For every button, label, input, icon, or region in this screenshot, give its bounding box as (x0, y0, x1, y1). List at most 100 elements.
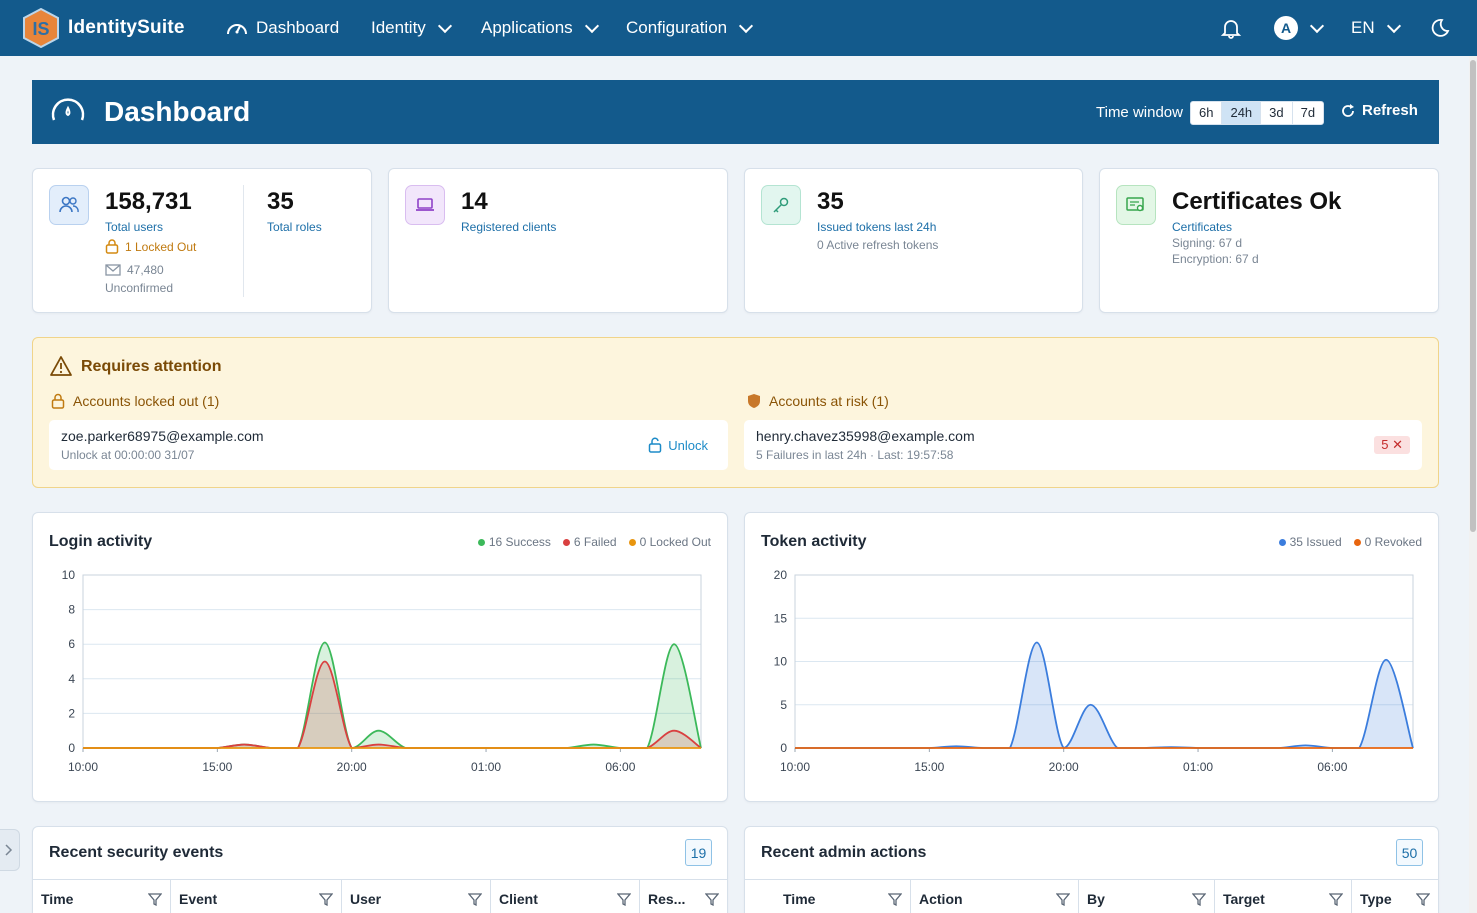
locked-account-email[interactable]: zoe.parker68975@example.com (61, 428, 264, 444)
requires-attention-panel: Requires attention Accounts locked out (… (32, 337, 1439, 488)
filter-icon[interactable] (1416, 892, 1430, 906)
filter-icon[interactable] (148, 892, 162, 906)
column-user[interactable]: User (342, 880, 491, 913)
legend-failed[interactable]: 6 Failed (562, 535, 617, 549)
column-event[interactable]: Event (171, 880, 342, 913)
risk-account-email[interactable]: henry.chavez35998@example.com (756, 428, 975, 444)
identitysuite-logo[interactable]: IS (22, 8, 60, 48)
scrollbar-thumb[interactable] (1470, 60, 1476, 532)
y-tick-label: 10 (62, 568, 76, 582)
language-label: EN (1351, 18, 1375, 37)
filter-icon[interactable] (1192, 892, 1206, 906)
token-activity-card: 0 5 10 15 20 10:00 15:00 20:00 01:00 06:00 Token … (744, 512, 1439, 802)
x-tick-label: 01:00 (1183, 760, 1213, 774)
language-selector[interactable]: EN (1351, 18, 1401, 38)
filter-icon[interactable] (705, 892, 719, 906)
filter-icon[interactable] (888, 892, 902, 906)
column-action[interactable]: Action (911, 880, 1079, 913)
nav-identity-label: Identity (371, 18, 426, 37)
column-time[interactable]: Time (33, 880, 171, 913)
svg-text:IS: IS (32, 19, 49, 39)
series-area-issued (795, 642, 1413, 748)
unlock-label: Unlock (668, 437, 708, 453)
total-roles-label: Total roles (267, 220, 322, 234)
token-activity-title: Token activity (761, 533, 867, 550)
signing-expiry: Signing: 67 d (1172, 236, 1243, 250)
shield-icon (748, 394, 760, 408)
certificate-icon (1116, 185, 1156, 225)
unlock-button[interactable]: Unlock (648, 437, 708, 453)
locked-out-indicator[interactable]: 1 Locked Out (105, 239, 196, 254)
column-type[interactable]: Type (1352, 880, 1438, 913)
column-target[interactable]: Target (1215, 880, 1352, 913)
risk-account-row: henry.chavez35998@example.com 5 Failures… (744, 420, 1422, 470)
time-window-7d[interactable]: 7d (1300, 105, 1316, 120)
total-users-label: Total users (105, 220, 164, 234)
chevron-down-icon (584, 18, 599, 33)
login-activity-chart: 0 2 4 6 8 10 10:00 15:00 20:00 01:00 06:00 (62, 568, 702, 774)
x-tick-label: 06:00 (605, 760, 635, 774)
envelope-icon (105, 264, 121, 276)
time-window-3d[interactable]: 3d (1261, 102, 1293, 124)
certificates-label: Certificates (1172, 220, 1233, 234)
refresh-button[interactable]: Refresh (1340, 102, 1418, 119)
x-tick-label: 10:00 (780, 760, 810, 774)
column-time[interactable]: Time (745, 880, 911, 913)
x-tick-label: 01:00 (471, 760, 501, 774)
gauge-icon (51, 98, 85, 121)
nav-dashboard-label: Dashboard (256, 18, 340, 37)
certificates-card: Certificates Ok Certificates Signing: 67… (1099, 168, 1439, 313)
security-events-header: Time Event User Client Res... (33, 879, 727, 913)
sidebar-expand-toggle[interactable] (0, 829, 20, 871)
y-tick-label: 8 (68, 603, 75, 617)
y-tick-label: 15 (774, 611, 788, 625)
filter-icon[interactable] (617, 892, 631, 906)
security-events-title: Recent security events (49, 844, 224, 861)
avatar: A (1274, 16, 1298, 40)
chevron-down-icon (1386, 18, 1401, 33)
user-menu[interactable]: A (1274, 16, 1325, 40)
at-risk-heading-label: Accounts at risk (1) (769, 393, 889, 409)
bell-icon[interactable] (1220, 17, 1242, 39)
series-area-failed (83, 661, 701, 748)
security-events-card: Recent security events 19 Time Event Use… (32, 826, 728, 913)
y-tick-label: 5 (780, 698, 787, 712)
legend-success[interactable]: 16 Success (477, 535, 551, 549)
legend-issued[interactable]: 35 Issued (1278, 535, 1342, 549)
time-window-6h[interactable]: 6h (1191, 102, 1223, 124)
time-window-24h[interactable]: 24h (1222, 102, 1262, 124)
nav-applications[interactable]: Applications (481, 18, 599, 38)
refresh-icon (1342, 103, 1354, 117)
legend-revoked[interactable]: 0 Revoked (1353, 535, 1422, 549)
login-activity-legend: 16 Success 6 Failed 0 Locked Out (477, 535, 711, 549)
y-tick-label: 4 (68, 672, 75, 686)
plot-frame (82, 574, 702, 749)
y-tick-label: 10 (774, 655, 788, 669)
legend-locked-out[interactable]: 0 Locked Out (628, 535, 711, 549)
users-card: 158,731 Total users 1 Locked Out 47,480 … (32, 168, 372, 313)
chevron-right-icon (5, 844, 13, 856)
locked-account-row: zoe.parker68975@example.com Unlock at 00… (49, 420, 728, 470)
nav-configuration[interactable]: Configuration (626, 18, 754, 38)
x-tick-label: 06:00 (1317, 760, 1347, 774)
brand-name[interactable]: IdentitySuite (68, 17, 185, 38)
nav-identity[interactable]: Identity (371, 18, 452, 38)
column-by[interactable]: By (1079, 880, 1215, 913)
top-navbar: IS IdentitySuite Dashboard Identity Appl… (0, 0, 1477, 56)
filter-icon[interactable] (1329, 892, 1343, 906)
warning-icon (50, 356, 72, 376)
dashboard-header: Dashboard Time window 6h 24h 3d 7d Refre… (32, 80, 1439, 144)
security-events-count: 19 (685, 839, 712, 866)
filter-icon[interactable] (468, 892, 482, 906)
chevron-down-icon (437, 18, 452, 33)
login-activity-card: 0 2 4 6 8 10 10:00 15:00 20:00 01:00 06:00 Login a… (32, 512, 728, 802)
filter-icon[interactable] (319, 892, 333, 906)
filter-icon[interactable] (1056, 892, 1070, 906)
series-area-success (83, 642, 701, 748)
unconfirmed-count: 47,480 (127, 263, 164, 277)
column-result[interactable]: Res... (640, 880, 727, 913)
nav-dashboard[interactable]: Dashboard (226, 18, 339, 38)
y-tick-label: 0 (780, 741, 787, 755)
column-client[interactable]: Client (491, 880, 640, 913)
moon-icon[interactable] (1428, 17, 1450, 39)
